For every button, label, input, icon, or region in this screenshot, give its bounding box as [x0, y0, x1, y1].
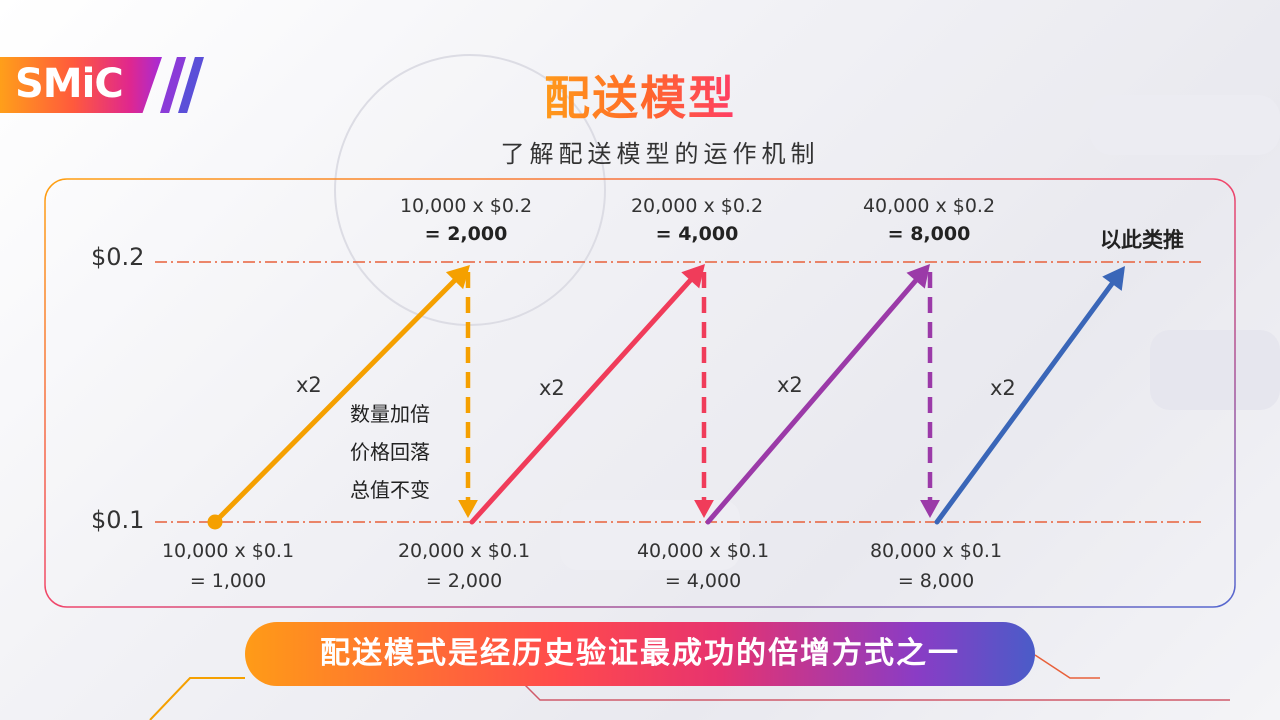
top-label-3: 40,000 x $0.2 = 8,000: [839, 195, 1019, 245]
top-label-calc: 20,000 x $0.2: [630, 195, 764, 217]
top-label-result: = 2,000: [424, 223, 508, 245]
multiplier-label: x2: [296, 373, 322, 397]
rise-arrow-line: [934, 273, 1121, 525]
axis-label-high: $0.2: [91, 243, 145, 271]
top-label-result: = 8,000: [887, 223, 971, 245]
arrow-head-icon: [458, 500, 478, 518]
etc-label: 以此类推: [1100, 228, 1184, 252]
note-line: 总值不变: [350, 478, 430, 502]
top-label-result: = 4,000: [655, 223, 739, 245]
note-line: 价格回落: [350, 440, 430, 464]
bottom-label-calc: 20,000 x $0.1: [397, 540, 531, 562]
multiplier-label: x2: [777, 373, 803, 397]
multiplier-label: x2: [990, 376, 1016, 400]
arrow-head-icon: [1102, 266, 1125, 291]
arrow-head-icon: [681, 264, 705, 289]
page-subtitle: 了解配送模型的运作机制: [500, 140, 820, 168]
bottom-label-result: = 8,000: [897, 570, 975, 592]
bottom-label-4: 80,000 x $0.1 = 8,000: [846, 540, 1026, 592]
arrow-head-icon: [694, 500, 714, 518]
logo-text: SMiC: [15, 61, 124, 107]
arrow-head-icon: [906, 264, 930, 289]
axis-label-low: $0.1: [91, 506, 145, 534]
bottom-label-1: 10,000 x $0.1 = 1,000: [138, 540, 318, 592]
bottom-label-result: = 1,000: [189, 570, 267, 592]
summary-banner: 配送模式是经历史验证最成功的倍增方式之一: [245, 622, 1035, 686]
arrow-head-icon: [445, 265, 470, 290]
top-label-2: 20,000 x $0.2 = 4,000: [607, 195, 787, 245]
bottom-label-calc: 40,000 x $0.1: [636, 540, 770, 562]
explanation-notes: 数量加倍 价格回落 总值不变: [350, 395, 430, 509]
rise-arrow-line: [212, 271, 465, 525]
bottom-label-result: = 4,000: [664, 570, 742, 592]
page-title: 配送模型: [544, 71, 736, 125]
rise-arrow-line: [469, 270, 700, 525]
multiplier-label: x2: [539, 376, 565, 400]
top-label-1: 10,000 x $0.2 = 2,000: [376, 195, 556, 245]
top-label-calc: 40,000 x $0.2: [862, 195, 996, 217]
note-line: 数量加倍: [350, 402, 430, 426]
bottom-label-3: 40,000 x $0.1 = 4,000: [613, 540, 793, 592]
arrow-head-icon: [920, 500, 940, 518]
rise-arrow-line: [705, 270, 925, 525]
top-label-calc: 10,000 x $0.2: [399, 195, 533, 217]
bottom-label-result: = 2,000: [425, 570, 503, 592]
bottom-label-2: 20,000 x $0.1 = 2,000: [374, 540, 554, 592]
bottom-label-calc: 10,000 x $0.1: [161, 540, 295, 562]
smic-logo: SMiC: [0, 57, 204, 113]
bottom-label-calc: 80,000 x $0.1: [869, 540, 1003, 562]
